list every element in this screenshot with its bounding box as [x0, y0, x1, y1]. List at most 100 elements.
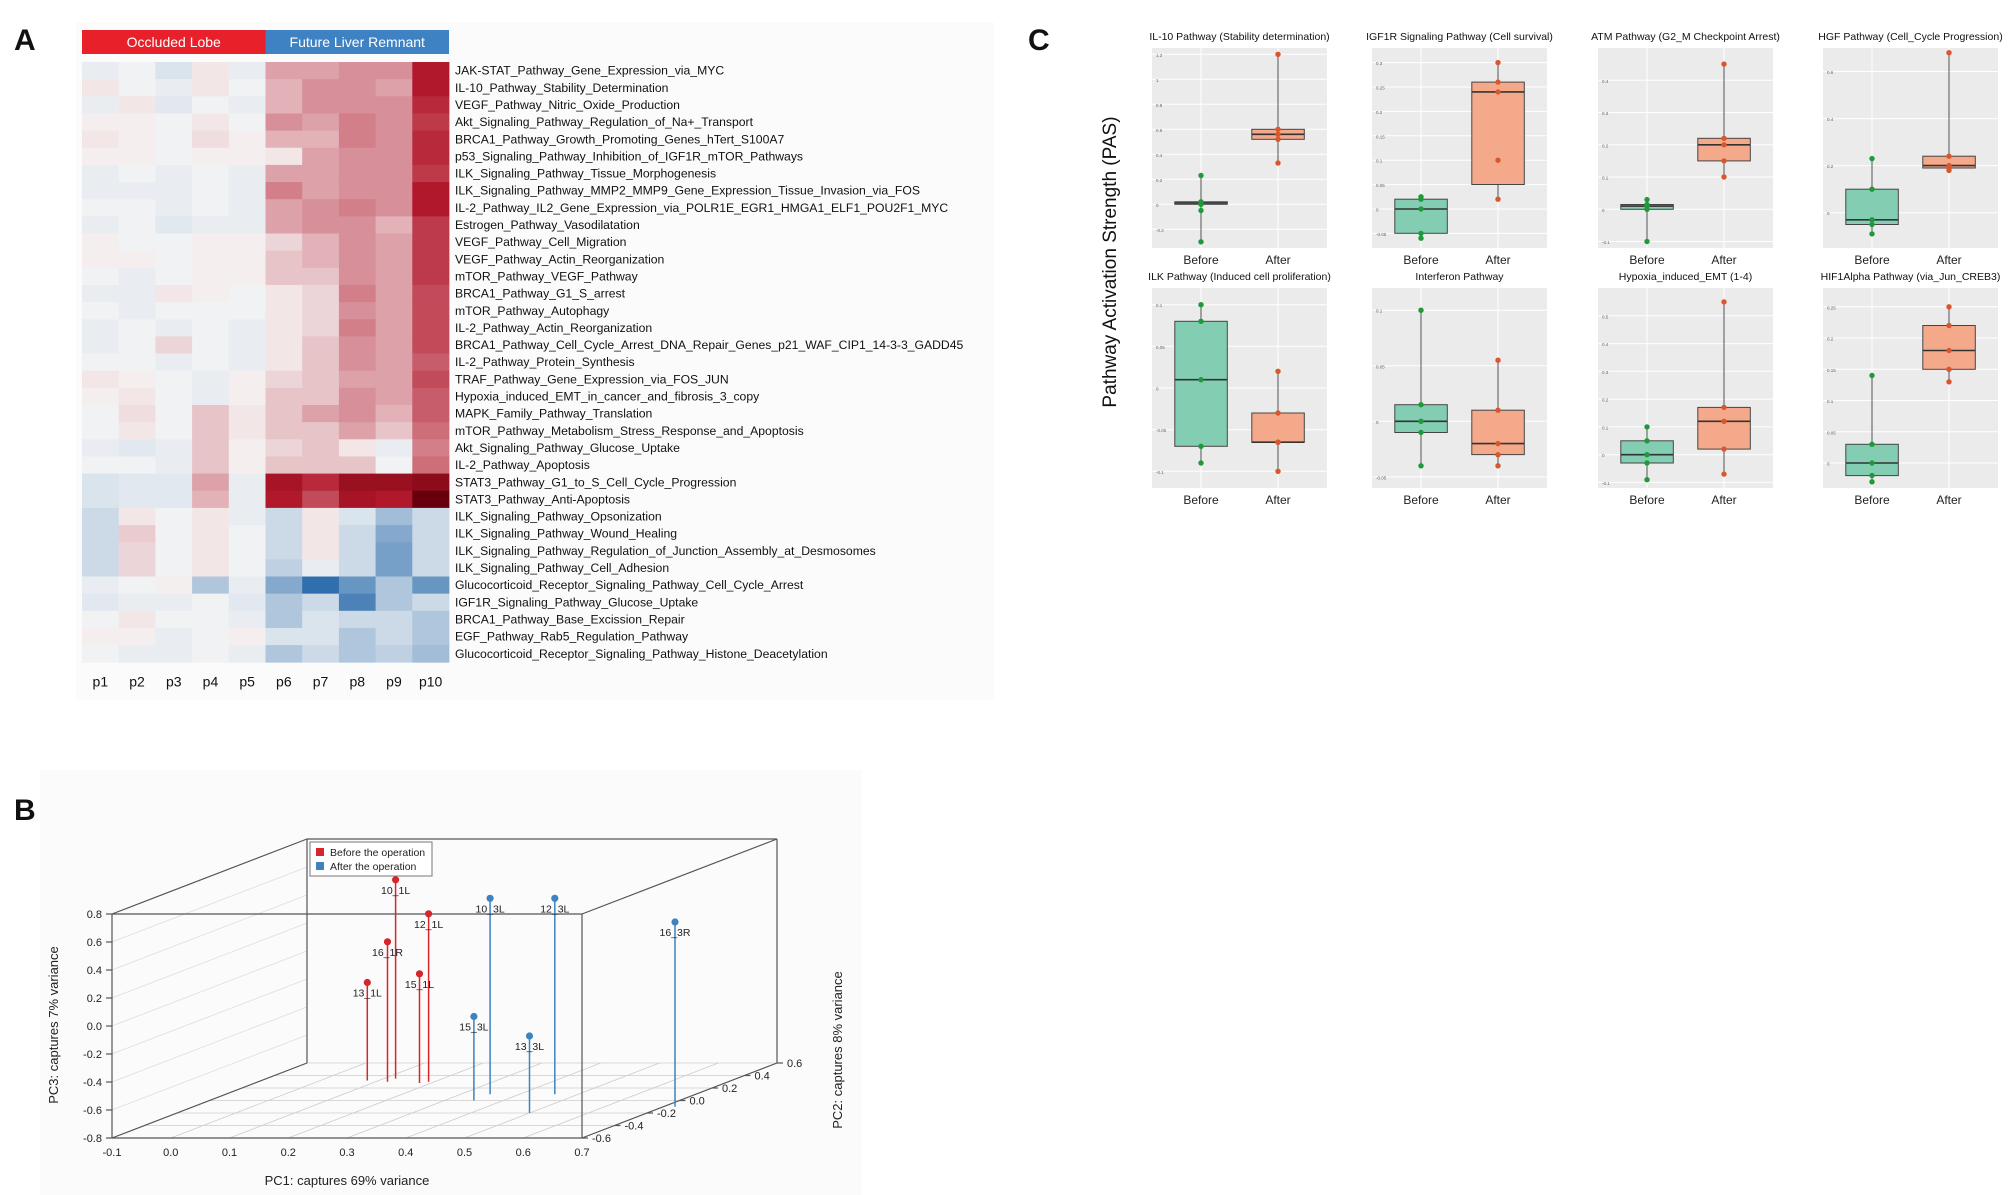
heatmap-cell	[228, 62, 266, 80]
y-tick-label: -0.2	[657, 1108, 676, 1120]
y-axis-title: Pathway Activation Strength (PAS)	[1100, 116, 1121, 407]
heatmap-cell	[82, 507, 120, 526]
heatmap-cell	[192, 284, 230, 303]
heatmap-cell	[265, 336, 303, 354]
heatmap-cell	[192, 525, 230, 543]
heatmap-cell	[192, 113, 230, 131]
heatmap-cell	[375, 267, 413, 286]
heatmap-row-label: BRCA1_Pathway_Growth_Promoting_Genes_hTe…	[455, 132, 784, 146]
heatmap-cell	[375, 164, 413, 183]
x-category-label: Before	[1403, 493, 1439, 507]
heatmap-cell	[265, 405, 303, 423]
group-bar-remnant	[265, 30, 449, 54]
heatmap-cell	[302, 490, 340, 509]
heatmap-cell	[338, 456, 376, 474]
y-tick-label: 0	[1156, 387, 1159, 392]
data-point	[1946, 322, 1952, 329]
heatmap-row-label: ILK_Signaling_Pathway_Opsonization	[455, 510, 662, 524]
heatmap-cell	[82, 370, 120, 389]
heatmap-cell	[228, 576, 266, 595]
heatmap-cell	[302, 250, 340, 269]
data-point	[1418, 307, 1424, 313]
heatmap-cell	[228, 130, 266, 149]
heatmap-cell	[412, 79, 450, 97]
heatmap-cell	[118, 525, 156, 543]
heatmap-cell	[338, 610, 376, 629]
heatmap-cell	[228, 387, 266, 406]
box	[1697, 137, 1751, 162]
heatmap-cell	[412, 593, 450, 612]
heatmap-cell	[228, 353, 266, 372]
heatmap-cell	[265, 456, 303, 474]
heatmap-cell	[118, 284, 156, 303]
x-category-label: Before	[1403, 253, 1439, 267]
heatmap-cell	[155, 79, 193, 97]
y-tick-label: 0.1	[1602, 176, 1609, 181]
heatmap-cell	[155, 627, 193, 646]
heatmap-cell	[228, 593, 266, 612]
data-point	[1644, 196, 1650, 203]
heatmap-cell	[192, 199, 230, 217]
pca-3d-panel: 0.8 0.6 0.4 0.2 0.0 -0.2 -0.4 -0.6 -0.8-0.1 0.0 0.…	[46, 838, 845, 1188]
heatmap-cell	[265, 370, 303, 389]
data-point	[1869, 372, 1875, 379]
heatmap-cell	[338, 130, 376, 149]
heatmap-row-label: mTOR_Pathway_Autophagy	[455, 304, 610, 318]
heatmap-cell	[412, 147, 450, 166]
boxplot-subplot: IL-10 Pathway (Stability determination) 1…	[1149, 31, 1329, 267]
heatmap-cell	[375, 199, 413, 217]
data-point	[1946, 153, 1952, 159]
z-tick-label: 0.6	[87, 937, 102, 949]
heatmap-cell	[192, 559, 230, 577]
pca-point	[363, 978, 371, 987]
data-point	[1495, 79, 1501, 85]
data-point	[1495, 407, 1501, 413]
heatmap-cell	[228, 216, 266, 234]
x-tick-label: -0.1	[103, 1147, 122, 1159]
heatmap-cell	[82, 439, 120, 457]
heatmap-cell	[118, 319, 156, 337]
y-tick-label: 1	[1156, 78, 1159, 83]
heatmap-cell	[412, 542, 450, 560]
heatmap-cell	[412, 610, 450, 629]
y-tick-label: 0.25	[1827, 305, 1836, 310]
heatmap-row-label: mTOR_Pathway_VEGF_Pathway	[455, 269, 639, 283]
heatmap-cell	[192, 302, 230, 320]
data-point	[1275, 439, 1281, 445]
heatmap-cell	[412, 456, 450, 474]
data-point	[1418, 463, 1424, 469]
data-point	[1869, 217, 1875, 223]
data-point	[1946, 304, 1952, 310]
box	[1845, 443, 1899, 477]
heatmap-cell	[155, 507, 193, 526]
legend-label: Before the operation	[330, 847, 425, 859]
heatmap-cell	[228, 422, 266, 440]
y-tick-label: 0.5	[1602, 314, 1609, 319]
data-point	[1644, 477, 1650, 483]
plot-area	[1152, 48, 1327, 248]
heatmap-cell	[375, 405, 413, 423]
heatmap-cell	[82, 559, 120, 577]
heatmap-cell	[265, 542, 303, 560]
pca-point	[383, 938, 392, 946]
heatmap-cell	[118, 113, 156, 131]
y-tick-label: 0.4	[1827, 117, 1834, 122]
heatmap-cell	[118, 559, 156, 577]
heatmap-row-label: VEGF_Pathway_Actin_Reorganization	[455, 252, 664, 266]
heatmap-cell	[118, 62, 156, 80]
heatmap-cell	[265, 302, 303, 320]
subplot-title: ILK Pathway (Induced cell proliferation)	[1148, 271, 1331, 283]
y-tick-label: 0.1	[1376, 159, 1383, 164]
y-tick-label: 0.25	[1376, 86, 1385, 91]
heatmap-cell	[155, 319, 193, 337]
data-point	[1198, 207, 1204, 214]
pca-point-label: 15_1L	[405, 979, 434, 991]
heatmap-cell	[118, 130, 156, 149]
heatmap-cell	[118, 507, 156, 526]
heatmap-cell	[375, 593, 413, 612]
heatmap-row-label: STAT3_Pathway_Anti-Apoptosis	[455, 492, 630, 506]
heatmap-cell	[228, 319, 266, 337]
data-point	[1275, 410, 1281, 416]
heatmap-col-label: p2	[129, 673, 145, 689]
y-tick-label: -0.1	[1602, 481, 1610, 486]
